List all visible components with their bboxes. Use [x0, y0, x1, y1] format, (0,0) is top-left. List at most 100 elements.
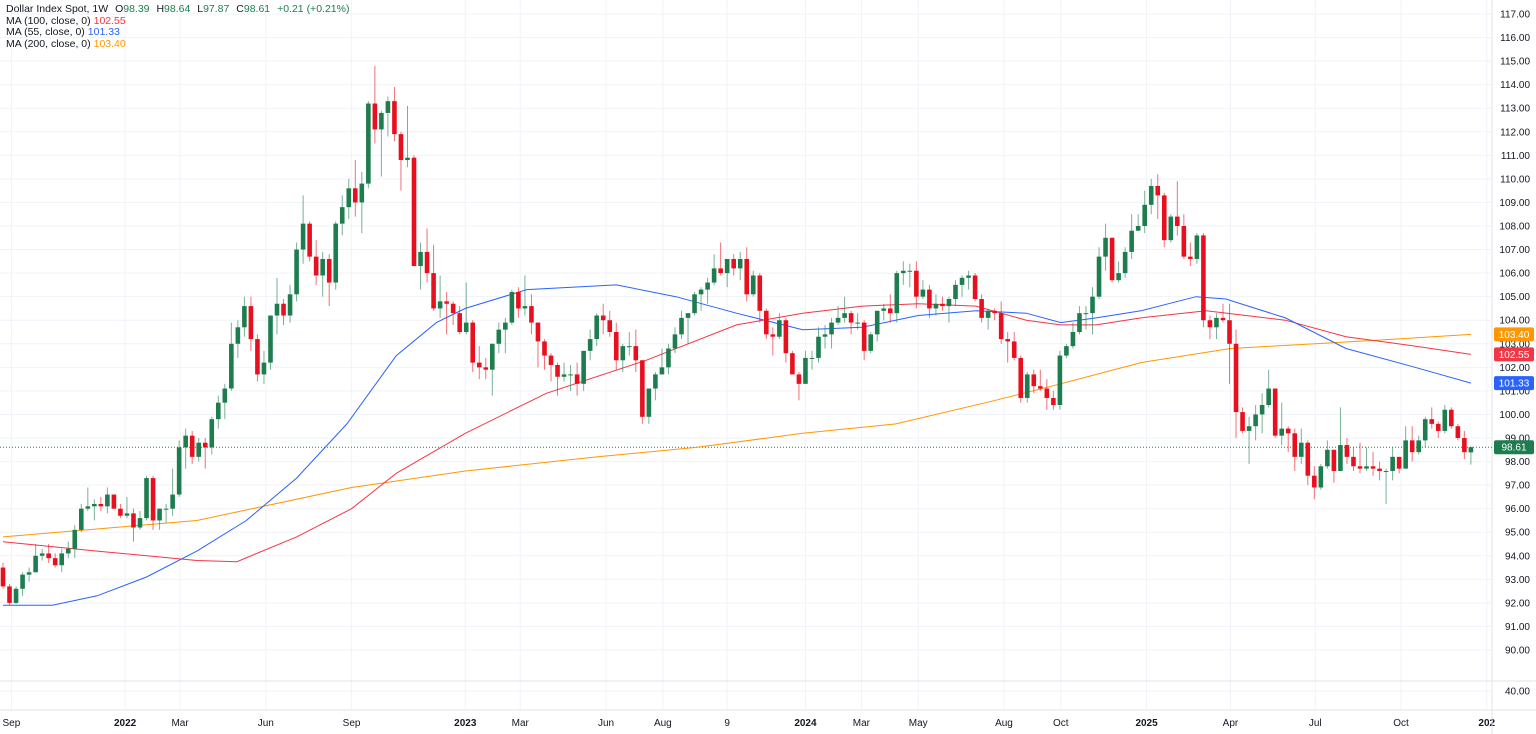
candle [1188, 242, 1193, 267]
candle-body [313, 256, 319, 276]
candle-body [1259, 405, 1265, 415]
candle-body [1155, 185, 1161, 196]
candle [1390, 447, 1395, 481]
candle-body [1292, 433, 1298, 457]
candle [242, 296, 247, 337]
open-value: 98.39 [123, 3, 150, 15]
candle [372, 65, 378, 144]
candle [450, 301, 456, 325]
candle [1031, 369, 1037, 394]
candle-body [790, 353, 795, 375]
chart-legend: Dollar Index Spot, 1W O98.39 H98.64 L97.… [6, 3, 350, 51]
candle-body [1161, 195, 1167, 241]
candle-body [1364, 466, 1369, 469]
indicator-ma100[interactable]: MA (100, close, 0) 102.55 [6, 15, 349, 28]
candle [392, 87, 397, 142]
candle-body [300, 223, 306, 250]
price-tag [1494, 440, 1534, 455]
candle [737, 251, 743, 281]
candle [300, 195, 306, 264]
candle [744, 247, 750, 302]
candle [992, 308, 997, 321]
candle-body [1285, 428, 1291, 434]
price-tag [1494, 347, 1534, 362]
candle [1409, 426, 1415, 462]
indicator-ma200[interactable]: MA (200, close, 0) 103.40 [6, 38, 349, 51]
candle [424, 228, 430, 283]
candle [920, 280, 926, 300]
candle-body [379, 112, 384, 130]
candle [1103, 223, 1108, 271]
candle [679, 310, 684, 340]
candle-body [1429, 419, 1435, 424]
candle [248, 296, 254, 351]
candle-body [561, 374, 567, 377]
ma-line [3, 284, 1472, 606]
candle-body [1462, 438, 1467, 453]
candle [894, 270, 900, 323]
candle-body [209, 419, 215, 448]
candle-body [653, 374, 658, 389]
y-tick-label: 91.00 [1505, 622, 1530, 633]
candle-body [163, 508, 169, 510]
close-label: C [236, 3, 244, 15]
candle [842, 296, 847, 323]
candle-body [1142, 204, 1147, 227]
candle [1194, 233, 1200, 264]
candle-body [777, 320, 782, 337]
candle-body [685, 313, 691, 318]
candle-body [1396, 456, 1402, 469]
candle [431, 244, 436, 311]
candle [150, 475, 156, 530]
candle [835, 306, 841, 325]
candle-body [1018, 357, 1024, 398]
candle-body [105, 494, 110, 507]
candle-body [1051, 397, 1056, 406]
candle [1057, 350, 1063, 410]
candle-body [255, 339, 260, 375]
candle [1383, 468, 1389, 504]
candle [914, 261, 919, 309]
x-tick-label: Oct [1393, 718, 1409, 729]
candle [1240, 407, 1245, 434]
candle-body [1038, 386, 1043, 389]
candle-body [215, 402, 221, 420]
candle-body [1207, 320, 1213, 328]
candle [7, 584, 12, 606]
x-tick-label: Aug [995, 718, 1013, 729]
price-tag-label: 101.33 [1499, 379, 1530, 390]
candle [998, 301, 1004, 344]
candle-body [98, 503, 104, 507]
candle-body [385, 101, 391, 113]
y-tick-label: 93.00 [1505, 575, 1530, 586]
candle [1364, 447, 1369, 471]
candle-body [1422, 419, 1428, 441]
candle-body [835, 317, 841, 323]
candle-body [1253, 414, 1258, 427]
indicator-ma55[interactable]: MA (55, close, 0) 101.33 [6, 26, 349, 39]
candle [105, 487, 110, 514]
candle [352, 160, 358, 217]
candle-body [229, 343, 234, 389]
candle [927, 284, 932, 318]
candle [274, 277, 280, 335]
candle-body [535, 322, 541, 342]
candle-body [1305, 442, 1311, 476]
candle-body [822, 334, 828, 337]
candle [457, 306, 462, 335]
change-value: +0.21 (+0.21%) [277, 3, 350, 15]
candle [1429, 407, 1435, 429]
y-tick-label: 102.00 [1499, 363, 1530, 374]
candle [750, 270, 756, 297]
candle-body [1298, 442, 1304, 457]
candle [790, 350, 795, 375]
y-tick-label: 107.00 [1499, 245, 1530, 256]
symbol-title: Dollar Index Spot, 1W [6, 3, 109, 15]
candle [124, 496, 130, 519]
candle-body [1148, 185, 1154, 205]
candle-body [555, 364, 560, 377]
x-tick-label: Mar [853, 718, 871, 729]
candle-body [372, 103, 378, 130]
candle [607, 310, 613, 337]
